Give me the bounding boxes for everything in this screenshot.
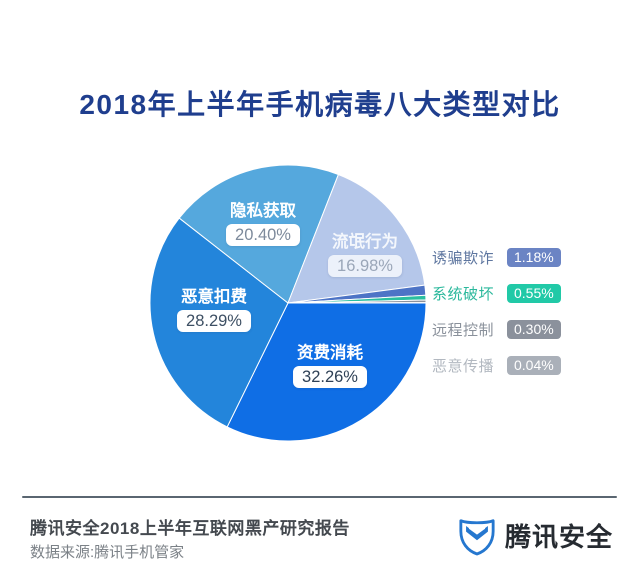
legend-label: 恶意传播 [432, 357, 495, 375]
legend-item-youpianqizha: 诱骗欺诈 1.18% [432, 247, 561, 267]
slice-percent-pill: 16.98% [328, 255, 402, 277]
legend-item-eyichuanbo: 恶意传播 0.04% [432, 355, 561, 375]
pie-label-yinsihuoqu: 隐私获取 20.40% [226, 201, 300, 246]
shield-icon [459, 519, 495, 556]
pie-label-liumangxingwei: 流氓行为 16.98% [328, 232, 402, 277]
footer-divider [22, 496, 617, 498]
slice-name: 流氓行为 [332, 233, 398, 251]
legend-item-yuanchengkongzhi: 远程控制 0.30% [432, 319, 561, 339]
slice-percent-pill: 28.29% [177, 310, 251, 332]
legend-label: 诱骗欺诈 [432, 249, 495, 267]
brand-logo: 腾讯安全 [458, 513, 613, 557]
legend-label: 系统破坏 [432, 285, 495, 303]
slice-name: 隐私获取 [230, 202, 296, 220]
data-source: 数据来源:腾讯手机管家 [30, 544, 185, 561]
legend-value-badge: 1.18% [507, 247, 561, 267]
legend-value-badge: 0.04% [507, 355, 561, 375]
slice-name: 恶意扣费 [181, 288, 247, 306]
legend-label: 远程控制 [432, 321, 495, 339]
pie-label-eyikoufei: 恶意扣费 28.29% [177, 287, 251, 332]
pie-legend: 诱骗欺诈 1.18% 系统破坏 0.55% 远程控制 0.30% 恶意传播 0.… [432, 247, 561, 391]
legend-value-badge: 0.55% [507, 283, 561, 303]
slice-percent-pill: 20.40% [226, 224, 300, 246]
legend-item-xitongpohuai: 系统破坏 0.55% [432, 283, 561, 303]
page-title: 2018年上半年手机病毒八大类型对比 [79, 89, 561, 120]
pie-chart [149, 164, 427, 442]
slice-percent-pill: 32.26% [293, 366, 367, 388]
legend-value-badge: 0.30% [507, 319, 561, 339]
brand-name: 腾讯安全 [505, 521, 614, 552]
report-title: 腾讯安全2018上半年互联网黑产研究报告 [30, 519, 350, 538]
pie-label-zifeixiaohao: 资费消耗 32.26% [293, 343, 367, 388]
slice-name: 资费消耗 [297, 344, 363, 362]
